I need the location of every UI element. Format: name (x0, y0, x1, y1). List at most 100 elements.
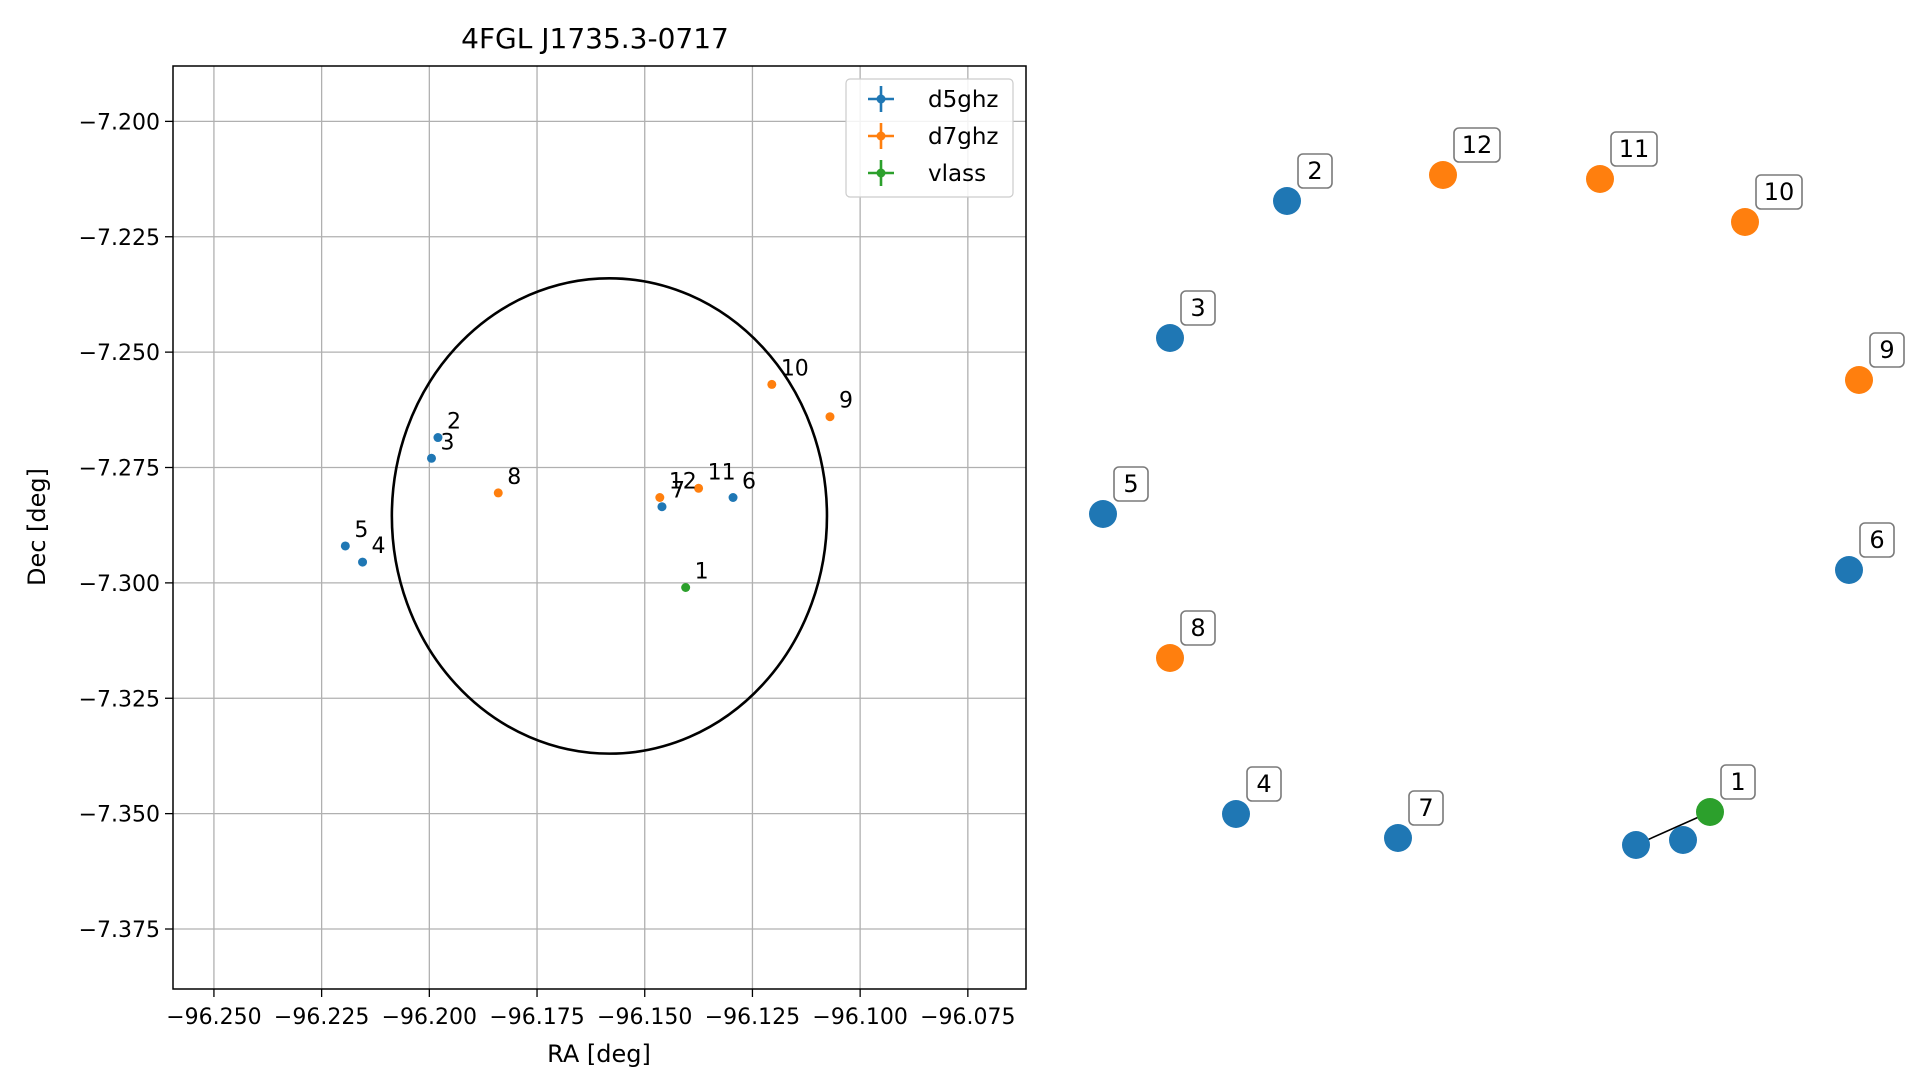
x-tick-label: −96.150 (597, 1005, 692, 1030)
network-label-box (1720, 764, 1756, 800)
network-node-d7ghz (1586, 165, 1614, 193)
data-point-d7ghz (493, 488, 503, 498)
network-node-d5ghz (1835, 556, 1863, 584)
network-label-box (1408, 790, 1444, 826)
point-label: 12 (669, 470, 697, 495)
network-label-box (1755, 174, 1803, 210)
network-node-label: 12 (1462, 131, 1493, 159)
network-node-d5ghz (1222, 800, 1250, 828)
y-tick-label: −7.325 (79, 687, 160, 712)
network-label-box (1113, 466, 1149, 502)
legend-label: vlass (928, 161, 986, 187)
x-tick-label: −96.125 (705, 1005, 800, 1030)
data-point-d7ghz (825, 412, 835, 422)
data-point-d5ghz (426, 453, 436, 463)
network-node-d7ghz (1429, 161, 1457, 189)
y-tick-label: −7.200 (79, 110, 160, 135)
network-node-d7ghz (1731, 208, 1759, 236)
network-label-box (1610, 131, 1658, 167)
network-node-d5ghz (1384, 824, 1412, 852)
network-node-d7ghz (1156, 644, 1184, 672)
legend-marker-dot (876, 94, 886, 104)
network-label-box (1859, 522, 1895, 558)
data-point-d7ghz (694, 483, 704, 493)
x-tick-label: −96.225 (274, 1005, 369, 1030)
legend: d5ghz d7ghz vlass (845, 78, 1014, 198)
point-label: 7 (671, 479, 685, 504)
network-node-d5ghz (1089, 500, 1117, 528)
y-tick-label: −7.275 (79, 457, 160, 482)
point-label: 8 (507, 465, 521, 490)
point-label: 3 (440, 430, 454, 455)
point-label: 1 (695, 559, 709, 584)
network-node-label: 6 (1869, 526, 1884, 554)
network-labels: 12 11 10 2 3 9 5 6 8 4 7 1 (1113, 127, 1905, 826)
y-tick-label: −7.250 (79, 341, 160, 366)
x-tick-label: −96.175 (489, 1005, 584, 1030)
x-tick-label: −96.100 (812, 1005, 907, 1030)
legend-label: d5ghz (928, 87, 998, 113)
data-point-d5ghz (728, 493, 738, 503)
x-axis-label: RA [deg] (547, 1040, 651, 1068)
data-point-d7ghz (655, 493, 665, 503)
network-node-d7ghz (1845, 366, 1873, 394)
network-label-box (1180, 290, 1216, 326)
plot-frame (172, 65, 1027, 990)
data-point-d5ghz (433, 433, 443, 443)
network-label-box (1297, 153, 1333, 189)
point-label: 6 (742, 470, 756, 495)
data-point-d7ghz (767, 379, 777, 389)
network-label-box (1869, 332, 1905, 368)
legend-marker-dot (876, 131, 886, 141)
network-node-d5ghz (1622, 831, 1650, 859)
data-point-d5ghz (657, 502, 667, 512)
network-panel: 12 11 10 2 3 9 5 6 8 4 7 1 (1089, 127, 1905, 859)
network-node-d5ghz (1273, 187, 1301, 215)
y-tick-label: −7.300 (79, 572, 160, 597)
network-node-label: 7 (1418, 794, 1433, 822)
point-label: 10 (781, 356, 809, 381)
x-axis-ticks: −96.250 −96.225 −96.200 −96.175 −96.150 −96.1… (166, 989, 1016, 1030)
network-label-box (1246, 766, 1282, 802)
network-node-label: 5 (1123, 470, 1138, 498)
network-node-vlass (1696, 798, 1724, 826)
point-label: 11 (708, 460, 736, 485)
network-node-label: 1 (1730, 768, 1745, 796)
grid-lines (173, 66, 1026, 989)
legend-frame (845, 78, 1014, 198)
network-node-label: 11 (1619, 135, 1650, 163)
y-axis-label: Dec [deg] (23, 468, 51, 586)
data-point-d5ghz (340, 541, 350, 551)
y-tick-label: −7.225 (79, 226, 160, 251)
y-tick-label: −7.350 (79, 803, 160, 828)
point-label: 2 (447, 410, 461, 435)
legend-entries: d5ghz d7ghz vlass (868, 86, 998, 187)
legend-label: d7ghz (928, 124, 998, 150)
y-axis-ticks: −7.200 −7.225 −7.250 −7.275 −7.300 −7.325 −7.3… (79, 110, 173, 943)
data-point-d5ghz (358, 557, 368, 567)
network-label-box (1180, 610, 1216, 646)
chart-title: 4FGL J1735.3-0717 (461, 22, 729, 55)
x-tick-label: −96.250 (166, 1005, 261, 1030)
network-node-label: 3 (1190, 294, 1205, 322)
network-node-label: 9 (1879, 336, 1894, 364)
network-node-label: 10 (1764, 178, 1795, 206)
point-label: 4 (372, 534, 386, 559)
point-label: 9 (839, 389, 853, 414)
scatter-points (340, 379, 835, 592)
error-ellipse (390, 276, 829, 755)
x-tick-label: −96.075 (920, 1005, 1015, 1030)
point-label: 5 (354, 518, 368, 543)
data-point-vlass (681, 582, 691, 592)
x-tick-label: −96.200 (382, 1005, 477, 1030)
error-ellipse-path (390, 276, 829, 755)
network-node-d5ghz (1669, 826, 1697, 854)
legend-marker-dot (876, 168, 886, 178)
network-node-d5ghz (1156, 324, 1184, 352)
network-node-label: 8 (1190, 614, 1205, 642)
network-nodes (1089, 161, 1873, 859)
y-tick-label: −7.375 (79, 918, 160, 943)
